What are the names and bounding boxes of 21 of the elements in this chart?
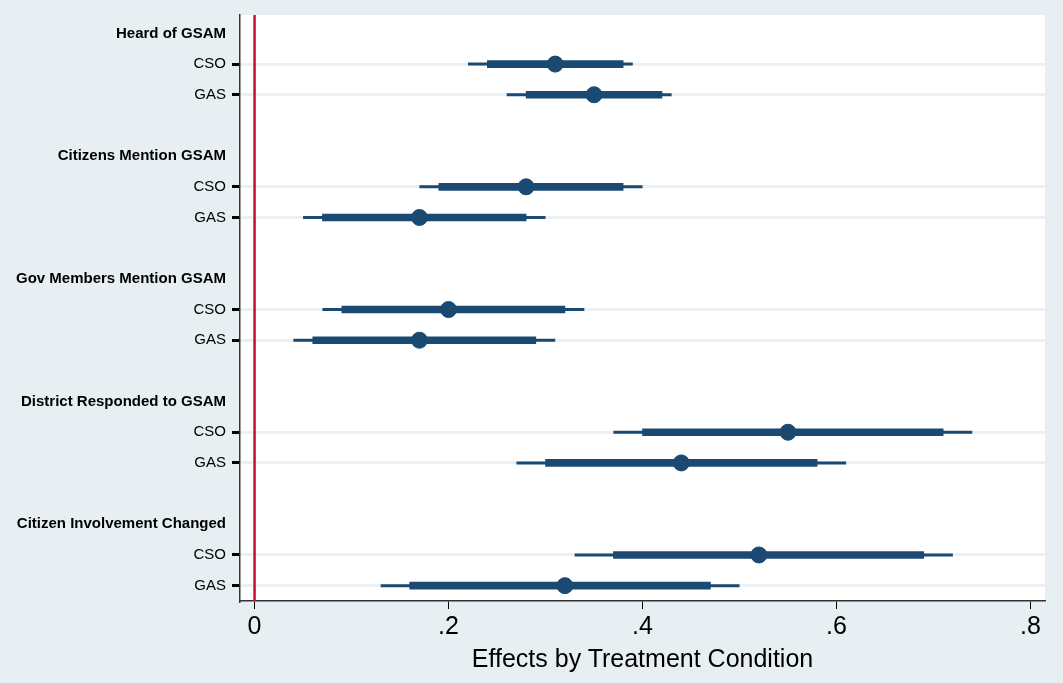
y-tick-label: CSO (193, 422, 227, 440)
y-tick-label: Citizens Mention GSAM (57, 146, 227, 164)
y-tick-label: GAS (194, 330, 227, 348)
x-tick-label: .6 (826, 610, 847, 639)
y-tick-label: CSO (193, 176, 227, 194)
y-tick-label: Gov Members Mention GSAM (15, 268, 227, 286)
y-tick-label: Citizen Involvement Changed (16, 514, 227, 532)
y-tick-label: CSO (193, 54, 227, 72)
x-tick-label: .8 (1020, 610, 1041, 639)
x-tick-label: .2 (438, 610, 459, 639)
y-tick-label: GAS (194, 84, 227, 102)
y-tick-label: GAS (194, 453, 227, 471)
x-tick-label: .4 (632, 610, 654, 639)
y-tick-label: GAS (194, 207, 227, 225)
y-tick-label: CSO (193, 299, 227, 317)
y-tick-label: GAS (194, 575, 227, 593)
y-tick-label: District Responded to GSAM (21, 391, 227, 409)
x-tick-label: 0 (247, 610, 262, 639)
x-axis-title: Effects by Treatment Condition (471, 643, 814, 672)
y-tick-label: Heard of GSAM (116, 23, 227, 41)
y-tick-label: CSO (193, 545, 227, 563)
